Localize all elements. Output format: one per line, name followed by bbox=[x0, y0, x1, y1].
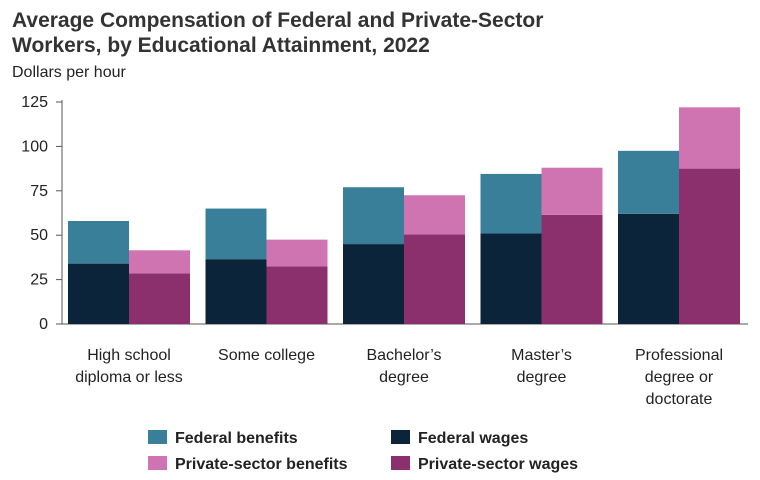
chart-title-line-2: Workers, by Educational Attainment, 2022 bbox=[12, 34, 430, 57]
bar-segment bbox=[266, 239, 328, 267]
y-tick-label: 100 bbox=[21, 138, 48, 155]
x-category-label: Bachelor’s bbox=[366, 347, 441, 364]
x-category-label: Master’s bbox=[511, 347, 572, 364]
bar-segment bbox=[480, 233, 542, 324]
legend-label: Federal benefits bbox=[175, 430, 298, 447]
y-tick-label: 0 bbox=[39, 316, 48, 333]
bar-segment bbox=[68, 220, 129, 264]
bar-segment bbox=[205, 259, 267, 324]
x-category-label: degree bbox=[379, 369, 429, 386]
bar-segment bbox=[68, 263, 129, 324]
bar-segment bbox=[205, 208, 267, 260]
x-category-label: Professional bbox=[635, 347, 723, 364]
bar-segment bbox=[480, 173, 542, 234]
legend-label: Federal wages bbox=[418, 430, 528, 447]
y-tick-label: 25 bbox=[30, 272, 48, 289]
legend-swatch bbox=[391, 430, 410, 444]
x-category-label: doctorate bbox=[646, 391, 713, 408]
bar-segment bbox=[541, 214, 603, 324]
bar-segment bbox=[618, 150, 679, 214]
x-category-label: degree or bbox=[645, 369, 714, 386]
chart-title-line-1: Average Compensation of Federal and Priv… bbox=[12, 9, 544, 32]
legend-label: Private-sector benefits bbox=[175, 456, 348, 473]
legend-label: Private-sector wages bbox=[418, 456, 578, 473]
legend-swatch bbox=[391, 456, 410, 470]
bar-segment bbox=[129, 250, 190, 274]
y-tick-label: 125 bbox=[21, 94, 48, 111]
bar-segment bbox=[679, 107, 740, 169]
x-category-label: degree bbox=[517, 369, 567, 386]
bar-segment bbox=[541, 167, 603, 215]
y-axis-label: Dollars per hour bbox=[12, 64, 126, 81]
bar-segment bbox=[679, 168, 740, 324]
y-tick-label: 50 bbox=[30, 227, 48, 244]
bar-segment bbox=[404, 234, 465, 324]
bar-segment bbox=[618, 213, 679, 324]
bar-segment bbox=[129, 273, 190, 324]
chart-title: Average Compensation of Federal and Priv… bbox=[12, 8, 732, 58]
bar-segment bbox=[404, 195, 465, 235]
bar-segment bbox=[343, 187, 404, 245]
y-tick-label: 75 bbox=[30, 183, 48, 200]
x-category-label: Some college bbox=[218, 347, 315, 364]
bar-segment bbox=[343, 244, 404, 324]
legend-swatch bbox=[148, 456, 167, 470]
bar-segment bbox=[266, 266, 328, 324]
x-category-label: High school bbox=[87, 347, 171, 364]
legend-swatch bbox=[148, 430, 167, 444]
x-category-label: diploma or less bbox=[75, 369, 183, 386]
